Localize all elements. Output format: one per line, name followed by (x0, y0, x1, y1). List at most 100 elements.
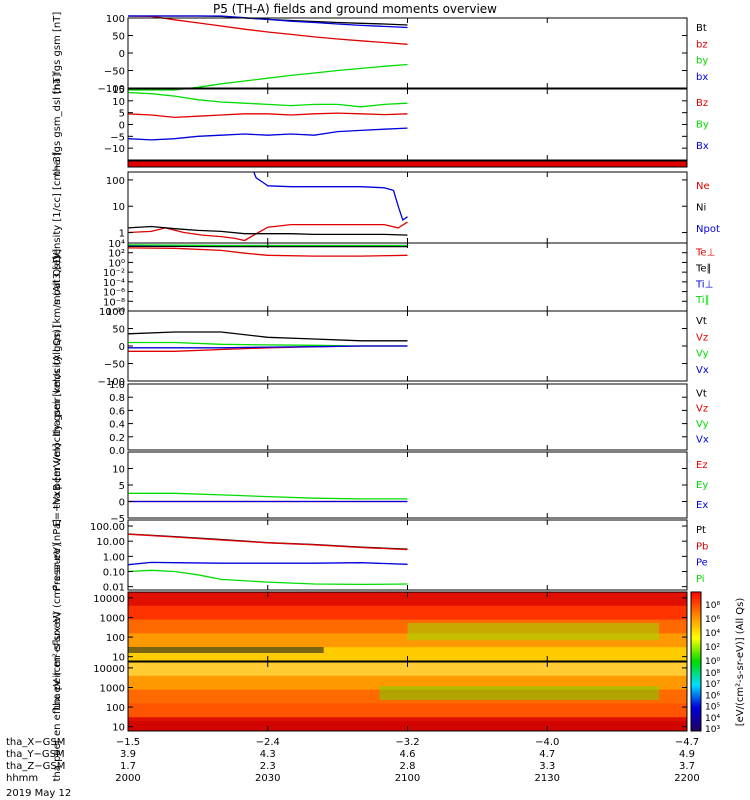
date-label: 2019 May 12 (6, 788, 71, 799)
series-line-By (127, 91, 408, 108)
chart-panel-4: Te⊥ Te∥ Ti⊥ Ti∥ 10⁴10²10⁰10⁻²10⁻⁴10⁻⁶10⁻⁸10⁻… (52, 239, 715, 318)
x-tick-label: 3.3 (539, 761, 555, 772)
y-axis-label: tha fgs gsm_dsl [nT] (52, 73, 63, 175)
chart-panel-9: 10000 1000 100 10 tha peir en eflux eV (cm²-… (52, 543, 688, 710)
y-tick-label: 0.4 (109, 420, 125, 431)
legend-label-Bx: Bx (696, 141, 709, 152)
x-tick-label: 4.7 (539, 749, 555, 760)
panel-frame (127, 171, 688, 244)
series-line-Npot (253, 171, 408, 222)
colorbar-bar (690, 591, 702, 732)
colorbar: 10⁸10⁶10⁴10²10⁰10⁸10⁷10⁶10⁵10⁴10³[eV/(cm… (690, 591, 746, 735)
colorbar-tick-label: 10⁰ (705, 657, 720, 667)
series-line-Te⊥ (127, 247, 408, 257)
panel-frame (127, 242, 688, 312)
flag-bar-frame (127, 160, 688, 168)
y-tick-label: 1000 (100, 613, 125, 624)
x-tick-label: 4.9 (679, 749, 695, 760)
legend-label-Vx: Vx (696, 434, 709, 445)
y-tick-label: 10⁻¹⁰ (99, 307, 125, 318)
y-tick-label: 0.10 (103, 567, 125, 578)
series-line-bz (127, 15, 408, 45)
colorbar-tick-label: 10⁵ (705, 703, 720, 713)
y-tick-label: 10.00 (96, 537, 125, 548)
x-tick-label: −1.5 (116, 737, 140, 748)
y-tick-label: −50 (104, 67, 125, 78)
legend-label-Ex: Ex (696, 500, 708, 511)
y-tick-label: 10000 (93, 594, 125, 605)
x-tick-label: 2.3 (260, 761, 276, 772)
y-tick-label: 100.00 (90, 522, 125, 533)
heatmap-band (128, 703, 687, 718)
colorbar-tick-label: 10² (705, 643, 720, 653)
y-axis-label: tha peer en eflux eV (cm²-s-sr-eV) (52, 611, 63, 781)
chart-panel-10: 10000 1000 100 10 tha peer en eflux eV (cm²-… (52, 611, 688, 782)
x-row-label: tha_Y−GSM (6, 749, 65, 760)
heatmap-dark-band (128, 647, 324, 653)
x-tick-label: 4.6 (400, 749, 416, 760)
y-tick-label: 0.8 (109, 393, 125, 404)
x-tick-label: −2.4 (256, 737, 280, 748)
x-tick-label: 3.7 (679, 761, 695, 772)
y-tick-label: 10⁰ (108, 258, 125, 269)
y-tick-label: 1000 (100, 683, 125, 694)
y-tick-label: −100 (98, 377, 125, 388)
panel-frame (127, 519, 688, 591)
y-tick-label: 10 (112, 723, 125, 734)
colorbar-tick-label: 10⁷ (705, 680, 720, 690)
y-tick-label: 1 (119, 229, 125, 240)
x-axis-block: tha_X−GSM −1.5 −2.4 −3.2 −4.0 −4.7 tha_Y−GSM 3.… (6, 737, 700, 784)
chart-panel-6: Vt Vz Vy Vx 1.0 0.8 0.6 0.4 0.2 0.0 tha peer veloc… (52, 325, 709, 509)
y-tick-label: 10⁻⁴ (103, 278, 125, 289)
colorbar-tick-label: 10³ (705, 725, 720, 735)
colorbar-tick-label: 10⁶ (705, 615, 720, 625)
x-tick-label: 3.9 (120, 749, 136, 760)
flag-strip (127, 160, 688, 168)
colorbar-label: [eV/(cm²-s-sr-eV)] (All Qs) (735, 598, 746, 727)
y-tick-label: 0 (119, 121, 125, 132)
y-tick-label: 10000 (93, 664, 125, 675)
legend-label-bx: bx (696, 72, 708, 83)
legend-label-by: by (696, 56, 708, 67)
y-tick-label: 0.01 (103, 583, 125, 594)
x-tick-label: 2030 (255, 773, 280, 784)
legend-label-Pi: Pi (696, 574, 705, 585)
chart-panel-7: Ez Ey Ex 10 5 0 −5 E=−VxB [mV/m] (52, 443, 708, 526)
x-tick-label: −3.2 (395, 737, 419, 748)
legend-label-Te∥: Te∥ (695, 263, 712, 274)
y-tick-label: 100 (106, 176, 125, 187)
y-axis-label: tha peir velocity gsm [km/s (All Qs)] (52, 256, 63, 437)
legend-label-Te⊥: Te⊥ (695, 248, 715, 259)
colorbar-tick-label: 10⁴ (705, 629, 720, 639)
y-tick-label: 10 (112, 202, 125, 213)
y-tick-label: 5 (119, 109, 125, 120)
legend-label-Bz: Bz (696, 98, 708, 109)
heatmap-green-feature (407, 623, 660, 641)
x-tick-label: 2200 (674, 773, 699, 784)
y-tick-label: −50 (104, 360, 125, 371)
y-tick-label: 10 (112, 653, 125, 664)
x-row-label: tha_Z−GSM (6, 761, 65, 772)
series-line-Pi (127, 569, 408, 586)
y-tick-label: 50 (112, 325, 125, 336)
x-row-label: tha_X−GSM (6, 737, 65, 748)
y-tick-label: 10⁴ (108, 239, 125, 250)
x-tick-label: −4.7 (675, 737, 699, 748)
y-tick-label: 10 (112, 97, 125, 108)
x-tick-label: 1.7 (120, 761, 136, 772)
y-tick-label: 15 (112, 85, 125, 96)
y-tick-label: 10 (112, 465, 125, 476)
series-line-Bz (127, 112, 408, 119)
y-tick-label: 1.0 (109, 380, 125, 391)
y-axis-label: tha peir en eflux eV (cm²-s-sr-eV) (52, 543, 63, 710)
y-tick-label: −10 (104, 144, 125, 155)
legend-label-Vy: Vy (696, 419, 709, 430)
legend-label-By: By (696, 120, 709, 131)
y-tick-label: 100 (106, 633, 125, 644)
x-tick-label: 2130 (535, 773, 560, 784)
y-tick-label: 10⁻⁸ (103, 297, 125, 308)
x-tick-label: 2100 (395, 773, 420, 784)
